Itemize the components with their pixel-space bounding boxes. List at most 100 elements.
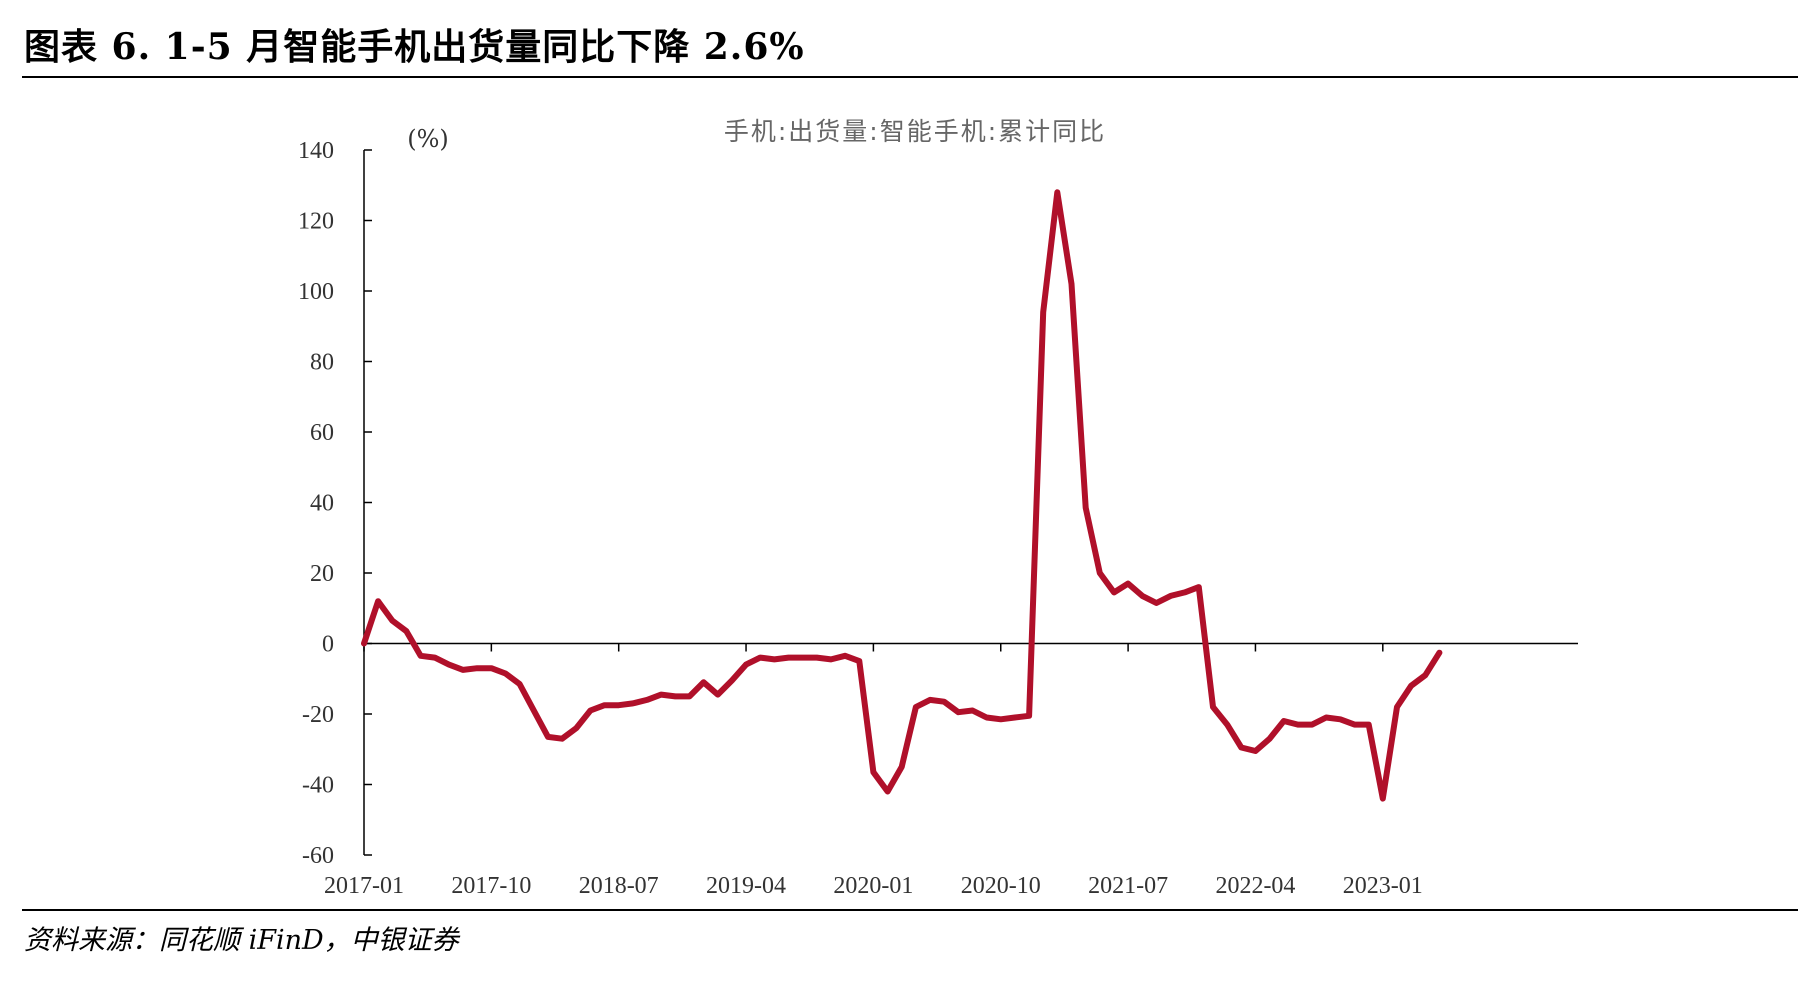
data-point (1436, 650, 1442, 656)
data-point (1394, 704, 1400, 710)
data-point (1196, 584, 1202, 590)
data-point (899, 764, 905, 770)
data-point (602, 702, 608, 708)
data-point (644, 697, 650, 703)
data-point (545, 734, 551, 740)
data-point (1125, 581, 1131, 587)
series-line (361, 189, 1443, 802)
data-point (1139, 593, 1145, 599)
data-point (856, 658, 862, 664)
data-point (828, 656, 834, 662)
y-tick-label: 80 (310, 350, 334, 376)
source-note: 资料来源：同花顺 iFinD，中银证券 (24, 925, 459, 956)
y-tick-label: -40 (302, 773, 334, 799)
data-point (842, 653, 848, 659)
y-tick-label: -60 (302, 843, 334, 869)
data-point (474, 665, 480, 671)
bottom-rule (22, 909, 1798, 911)
series-layer (361, 189, 1443, 802)
data-point (658, 692, 664, 698)
chart-title: 手机:出货量:智能手机:累计同比 (724, 117, 1106, 146)
data-point (941, 699, 947, 705)
y-tick-label: -20 (302, 702, 334, 728)
data-point (927, 697, 933, 703)
data-point (559, 736, 565, 742)
x-tick-label: 2020-10 (961, 873, 1041, 899)
data-point (1281, 718, 1287, 724)
data-point (885, 789, 891, 795)
data-point (432, 655, 438, 661)
data-point (1111, 589, 1117, 595)
data-point (1352, 722, 1358, 728)
x-tick-label: 2023-01 (1343, 873, 1423, 899)
axes: -60 -40 -20 0 20 40 60 80 100 120 140 2017-01 2017-1… (298, 138, 1578, 899)
line-chart: 手机:出货量:智能手机:累计同比 (%) -60 -40 -20 0 20 40 60 80 1… (298, 117, 1578, 899)
data-point (1238, 744, 1244, 750)
data-point (1069, 281, 1075, 287)
x-tick-label: 2017-01 (324, 873, 404, 899)
data-point (1210, 704, 1216, 710)
data-point (913, 704, 919, 710)
data-point (389, 618, 395, 624)
data-point (729, 678, 735, 684)
data-point (1323, 715, 1329, 721)
data-point (1309, 722, 1315, 728)
data-point (1252, 748, 1258, 754)
data-point (1408, 683, 1414, 689)
data-point (1295, 722, 1301, 728)
data-point (757, 655, 763, 661)
data-point (1337, 716, 1343, 722)
data-point (1153, 600, 1159, 606)
y-tick-label: 40 (310, 491, 334, 517)
y-tick-label: 0 (322, 632, 334, 658)
data-point (1182, 589, 1188, 595)
y-tick-label: 140 (298, 138, 334, 164)
data-point (1012, 715, 1018, 721)
data-point (672, 693, 678, 699)
y-axis-unit-label: (%) (407, 125, 449, 153)
data-point (446, 662, 452, 668)
data-point (1097, 570, 1103, 576)
data-point (1366, 722, 1372, 728)
data-point (1224, 722, 1230, 728)
data-point (503, 670, 509, 676)
data-point (1026, 713, 1032, 719)
data-point (955, 709, 961, 715)
x-tick-label: 2019-04 (706, 873, 786, 899)
data-point (361, 641, 367, 647)
data-point (771, 656, 777, 662)
data-point (531, 707, 537, 713)
top-rule (22, 76, 1798, 78)
data-point (743, 662, 749, 668)
data-point (375, 598, 381, 604)
data-point (573, 725, 579, 731)
data-point (1267, 736, 1273, 742)
data-point (616, 702, 622, 708)
data-point (786, 655, 792, 661)
data-point (587, 707, 593, 713)
data-point (403, 628, 409, 634)
figure-title: 图表 6. 1-5 月智能手机出货量同比下降 2.6% (24, 26, 805, 68)
data-point (517, 681, 523, 687)
data-point (460, 667, 466, 673)
x-tick-label: 2021-07 (1088, 873, 1168, 899)
y-tick-label: 100 (298, 279, 334, 305)
data-point (984, 715, 990, 721)
data-point (1083, 505, 1089, 511)
data-point (870, 769, 876, 775)
data-point (800, 655, 806, 661)
data-point (488, 665, 494, 671)
data-point (1422, 672, 1428, 678)
data-point (1040, 309, 1046, 315)
data-point (998, 716, 1004, 722)
data-point (1380, 796, 1386, 802)
data-point (969, 707, 975, 713)
x-tick-label: 2018-07 (579, 873, 659, 899)
data-point (418, 653, 424, 659)
data-point (701, 679, 707, 685)
y-tick-label: 120 (298, 209, 334, 235)
x-tick-label: 2022-04 (1215, 873, 1295, 899)
data-point (1168, 593, 1174, 599)
x-tick-label: 2017-10 (451, 873, 531, 899)
data-point (686, 693, 692, 699)
